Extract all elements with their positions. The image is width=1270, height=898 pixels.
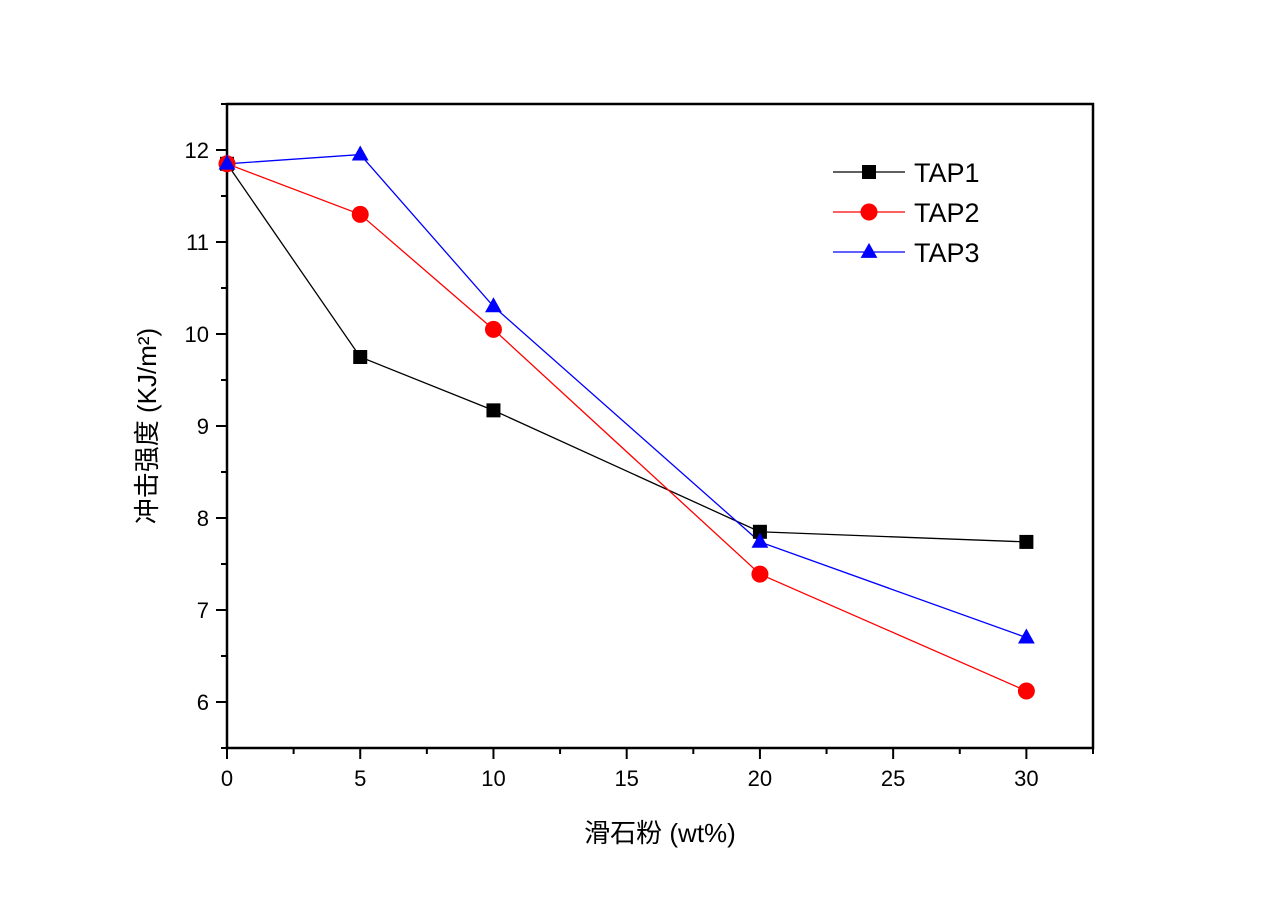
data-point-tap3 — [1017, 628, 1035, 644]
legend-item-tap1: TAP1 — [833, 158, 980, 188]
series-line-tap3 — [226, 153, 1027, 639]
data-point-tap2 — [484, 320, 502, 338]
x-tick-label: 5 — [354, 766, 366, 791]
legend-marker-tap3 — [860, 242, 878, 258]
legend-item-tap3: TAP3 — [833, 238, 980, 268]
y-tick-label: 7 — [197, 598, 209, 623]
series-markers — [218, 145, 1035, 700]
y-tick-label: 8 — [197, 506, 209, 531]
x-tick-label: 30 — [1014, 766, 1038, 791]
y-tick-label: 9 — [197, 414, 209, 439]
y-tick-label: 6 — [197, 690, 209, 715]
data-point-tap1 — [1019, 534, 1034, 549]
data-point-tap1 — [353, 350, 368, 364]
axis-ticks — [216, 103, 1094, 759]
y-axis-title: 冲击强度 (KJ/m²) — [132, 328, 162, 524]
x-tick-label: 10 — [481, 766, 505, 791]
x-tick-label: 0 — [221, 766, 233, 791]
series-line-tap2 — [226, 163, 1027, 692]
legend-marker-tap1 — [862, 165, 876, 179]
legend-item-tap2: TAP2 — [833, 198, 980, 228]
data-point-tap2 — [351, 205, 369, 223]
data-point-tap3 — [351, 145, 369, 161]
x-tick-label: 20 — [748, 766, 772, 791]
data-point-tap3 — [751, 532, 769, 548]
data-point-tap1 — [486, 403, 501, 418]
x-tick-label: 15 — [614, 766, 638, 791]
x-tick-label: 25 — [881, 766, 905, 791]
y-tick-label: 10 — [185, 322, 209, 347]
legend-marker-tap2 — [860, 203, 878, 221]
x-axis-title: 滑石粉 (wt%) — [584, 818, 736, 848]
legend: TAP1 TAP2 TAP3 — [833, 158, 980, 268]
legend-label-tap3: TAP3 — [914, 238, 980, 268]
y-tick-label: 11 — [186, 230, 209, 255]
data-point-tap2 — [1017, 682, 1035, 700]
series-lines — [226, 153, 1027, 692]
data-point-tap3 — [218, 154, 236, 170]
data-point-tap2 — [751, 565, 769, 583]
y-tick-label: 12 — [185, 138, 209, 163]
legend-label-tap2: TAP2 — [914, 198, 980, 228]
x-tick-labels: 0 5 10 15 20 25 30 — [221, 766, 1039, 791]
y-tick-labels: 6 7 8 9 10 11 12 — [185, 138, 209, 715]
series-line-tap1 — [226, 163, 1027, 543]
data-point-tap1 — [752, 524, 767, 539]
data-point-tap3 — [485, 297, 502, 313]
legend-label-tap1: TAP1 — [914, 158, 980, 188]
